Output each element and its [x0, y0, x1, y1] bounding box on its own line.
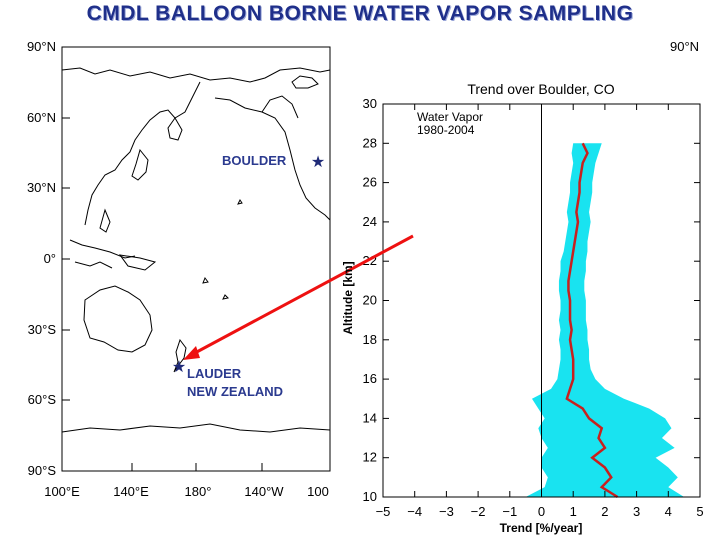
y-tick-label: 18 — [363, 332, 377, 347]
inset-label-line-2: 1980-2004 — [417, 123, 475, 137]
x-tick-label: 0 — [538, 504, 545, 519]
coastlines — [61, 67, 331, 433]
y-tick-label: 10 — [363, 489, 377, 504]
site-label-lauder: LAUDER — [187, 366, 242, 381]
slide-title: CMDL BALLOON BORNE WATER VAPOR SAMPLING — [86, 2, 634, 25]
y-tick-label: 12 — [363, 450, 377, 465]
y-tick-label: 20 — [363, 293, 377, 308]
x-tick-label: −3 — [439, 504, 454, 519]
site-marker-boulder: ★ — [311, 152, 325, 171]
x-axis-label: Trend [%/year] — [500, 521, 583, 535]
lat-label-90s: 90°S — [28, 463, 57, 478]
x-tick-label: 5 — [696, 504, 703, 519]
x-tick-label: −4 — [407, 504, 422, 519]
trend-chart: −5−4−3−2−10123451012141618202224262830 — [363, 96, 704, 519]
lat-label-60s: 60°S — [28, 392, 57, 407]
lat-label-90n: 90°N — [27, 39, 56, 54]
lat-label-0: 0° — [44, 251, 56, 266]
arrow-line — [192, 234, 414, 356]
lon-label-100: 100 — [307, 484, 329, 499]
site-marker-lauder: ★ — [172, 357, 186, 376]
map-frame — [61, 46, 331, 472]
lon-label-140e: 140°E — [113, 484, 149, 499]
uncertainty-band — [525, 143, 685, 498]
lon-label-100e: 100°E — [44, 484, 80, 499]
lat-label-30s: 30°S — [28, 322, 57, 337]
x-tick-label: 2 — [601, 504, 608, 519]
lon-label-140w: 140°W — [244, 484, 284, 499]
lon-label-180: 180° — [185, 484, 212, 499]
x-tick-label: 3 — [633, 504, 640, 519]
y-tick-label: 30 — [363, 96, 377, 111]
arrow-head — [183, 346, 200, 360]
inset-label-line-1: Water Vapor — [417, 110, 483, 124]
site-label-boulder: BOULDER — [222, 153, 287, 168]
x-tick-label: −2 — [471, 504, 486, 519]
x-tick-label: 4 — [665, 504, 672, 519]
x-tick-label: −1 — [502, 504, 517, 519]
x-tick-label: −5 — [376, 504, 391, 519]
y-tick-label: 16 — [363, 371, 377, 386]
lat-label-60n: 60°N — [27, 110, 56, 125]
lat-label-30n: 30°N — [27, 180, 56, 195]
y-tick-label: 28 — [363, 135, 377, 150]
right-lat-label: 90°N — [670, 39, 699, 54]
arrow — [183, 234, 414, 360]
y-tick-label: 24 — [363, 214, 377, 229]
x-tick-label: 1 — [570, 504, 577, 519]
chart-title: Trend over Boulder, CO — [467, 81, 614, 97]
y-tick-label: 26 — [363, 175, 377, 190]
trend-line — [565, 142, 619, 499]
site-label-new-zealand: NEW ZEALAND — [187, 384, 283, 399]
y-axis-label: Altitude [km] — [341, 261, 355, 334]
map-ticks — [61, 46, 331, 472]
y-tick-label: 14 — [363, 410, 377, 425]
